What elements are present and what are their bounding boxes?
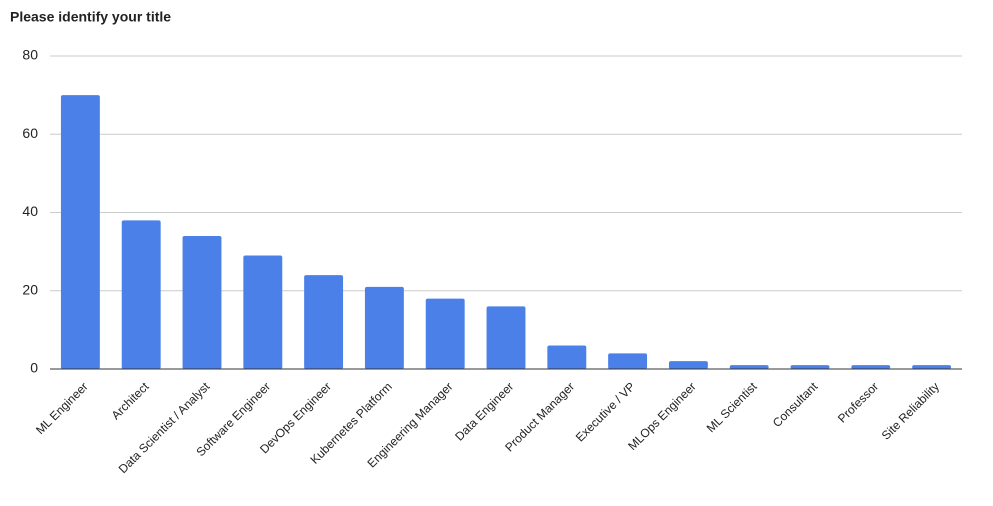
x-tick-label: Data Engineer (452, 379, 516, 443)
bar (60, 95, 100, 369)
y-tick-label: 20 (22, 281, 38, 297)
bar (729, 365, 769, 369)
bar (547, 345, 587, 369)
bar (486, 306, 526, 369)
bar (851, 365, 891, 369)
bar (121, 220, 161, 369)
y-tick-label: 40 (22, 203, 38, 219)
x-tick-label: ML Scientist (704, 379, 760, 435)
x-tick-label: Site Reliability (879, 379, 942, 442)
bar (608, 353, 648, 369)
bar (790, 365, 830, 369)
y-tick-label: 80 (22, 47, 38, 63)
x-tick-label: Consultant (770, 379, 821, 430)
bar (364, 286, 404, 369)
y-tick-label: 0 (30, 360, 38, 376)
bar (182, 235, 222, 369)
x-tick-label: ML Engineer (33, 379, 91, 437)
bar (304, 275, 344, 369)
bar (243, 255, 283, 369)
bar (912, 365, 952, 369)
x-tick-label: Professor (835, 379, 881, 425)
bar (425, 298, 465, 369)
x-tick-label: Executive / VP (573, 379, 638, 444)
chart-title: Please identify your title (10, 9, 171, 25)
bar (668, 361, 708, 369)
x-tick-label: Architect (109, 379, 152, 422)
y-tick-label: 60 (22, 125, 38, 141)
